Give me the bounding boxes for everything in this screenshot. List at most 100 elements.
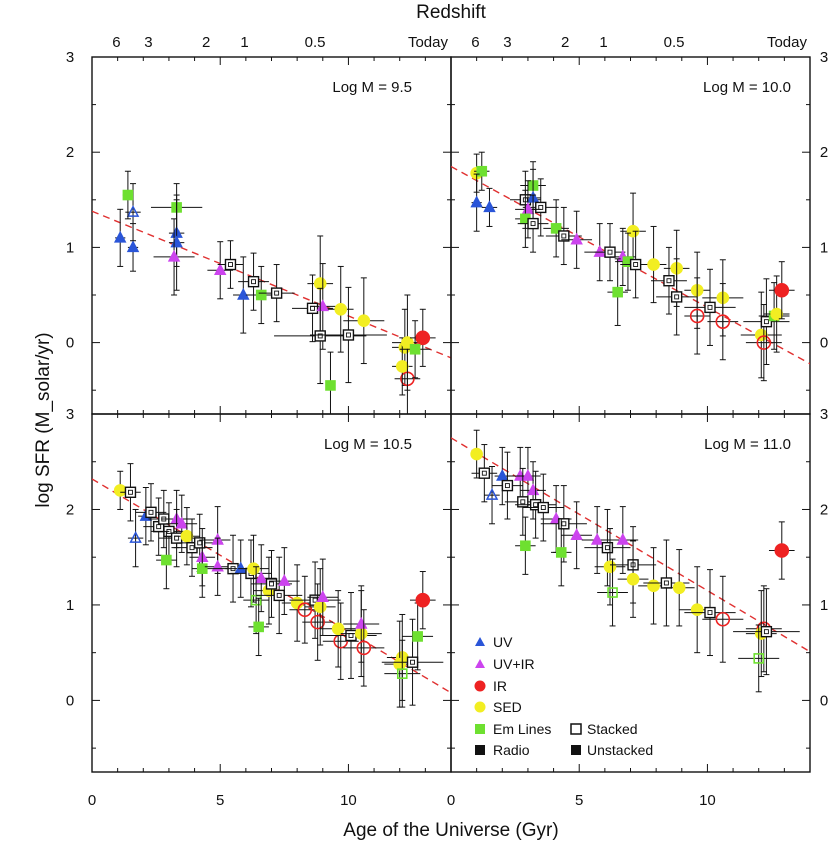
data-point-ir (707, 283, 739, 361)
marker-stacked (265, 578, 278, 590)
data-point-em (607, 258, 628, 326)
data-point-em (515, 516, 536, 575)
marker-stacked-inner (251, 279, 257, 285)
marker-stacked-inner (763, 629, 769, 635)
marker-stacked (704, 606, 716, 619)
marker-em-lines (520, 540, 531, 552)
data-point-uvir (561, 210, 593, 269)
marker-stacked-inner (410, 659, 415, 665)
marker-stacked-inner (228, 262, 233, 267)
legend-label-sed: SED (493, 699, 522, 715)
marker-sed (313, 600, 327, 614)
data-point-ir (289, 575, 321, 644)
y-tick-label-left: 1 (66, 239, 74, 256)
y-tick-label-left: 1 (66, 597, 74, 614)
marker-em-lines (607, 587, 618, 598)
marker-stacked-inner (530, 221, 536, 227)
marker-uvir (211, 559, 224, 572)
marker-stacked-inner (128, 489, 133, 495)
marker-stacked (558, 518, 570, 530)
marker-stacked-inner (561, 233, 567, 239)
fit-line (451, 437, 810, 653)
x-axis-title: Age of the Universe (Gyr) (343, 820, 558, 841)
marker-stacked-inner (540, 505, 546, 511)
marker-uvir (570, 232, 583, 245)
data-point-uvir (307, 558, 339, 636)
legend-item-uvir: UV+IR (475, 656, 535, 672)
marker-em-lines (161, 554, 172, 566)
data-point-stacked (743, 278, 790, 365)
marker-em-lines (550, 223, 562, 234)
legend-marker-unstacked (571, 745, 581, 755)
marker-uv (237, 287, 250, 300)
data-point-ir (409, 308, 436, 367)
marker-ir (715, 314, 731, 329)
data-point-sed (174, 507, 200, 566)
marker-stacked (193, 537, 206, 549)
marker-ir (333, 633, 349, 649)
legend-item-ir: IR (474, 678, 507, 694)
x-tick-label: 10 (699, 792, 716, 809)
marker-stacked (314, 330, 326, 342)
marker-ir (415, 330, 431, 346)
marker-stacked-inner (633, 262, 639, 267)
redshift-tick-label: 6 (112, 34, 120, 51)
marker-sed (603, 560, 617, 574)
marker-sed (395, 360, 409, 373)
legend-label-radio: Radio (493, 742, 530, 758)
y-tick-label-right: 0 (820, 692, 828, 709)
y-tick-label-right: 2 (820, 144, 828, 161)
data-point-uvir (561, 501, 593, 570)
data-point-stacked (684, 569, 736, 657)
legend-item-unstacked: Unstacked (571, 742, 653, 758)
data-point-uv (481, 187, 498, 227)
data-point-stacked (584, 508, 631, 587)
data-point-em (738, 624, 780, 693)
marker-ir (297, 602, 313, 618)
marker-stacked (247, 275, 260, 288)
marker-uvir (278, 573, 291, 586)
data-point-sed (663, 549, 695, 627)
marker-stacked (224, 258, 237, 271)
data-point-em (156, 530, 177, 590)
data-point-sed (320, 590, 357, 668)
marker-stacked (406, 656, 419, 668)
marker-stacked (478, 467, 491, 479)
data-point-em (474, 151, 490, 191)
fit-line (92, 210, 451, 359)
data-point-stacked (684, 268, 736, 346)
data-point-em (399, 320, 431, 379)
x-tick-label: 0 (447, 792, 455, 809)
marker-stacked-inner (504, 483, 510, 489)
data-point-stacked (256, 556, 303, 635)
redshift-tick-label: 1 (240, 34, 248, 51)
data-point-em (248, 597, 269, 657)
data-point-stacked (238, 252, 269, 311)
panel-frame (91, 56, 452, 415)
panel-label: Log M = 9.5 (332, 79, 412, 96)
legend-marker-uvir (475, 659, 485, 668)
panel-plot-area (451, 429, 810, 693)
marker-ir (310, 614, 325, 630)
marker-stacked (270, 287, 283, 299)
data-point-uvir (153, 218, 195, 296)
y-tick-label-right: 2 (820, 501, 828, 518)
data-point-stacked (471, 444, 498, 503)
data-point-stacked (594, 223, 626, 282)
panel-label: Log M = 11.0 (704, 436, 791, 453)
marker-uvir (175, 516, 188, 529)
y-tick-label-right: 3 (820, 406, 828, 423)
redshift-tick-label: 1 (599, 34, 607, 51)
marker-stacked (660, 577, 673, 589)
data-point-ir (684, 277, 710, 355)
marker-uvir (316, 590, 330, 603)
legend-item-sed: SED (474, 699, 522, 715)
marker-uvir (355, 616, 368, 629)
marker-stacked (342, 329, 355, 341)
marker-stacked (601, 541, 614, 554)
marker-sed (393, 657, 407, 671)
data-point-uv (484, 466, 500, 525)
marker-stacked (501, 479, 514, 492)
data-point-ir (302, 583, 334, 661)
marker-sed (770, 307, 783, 321)
